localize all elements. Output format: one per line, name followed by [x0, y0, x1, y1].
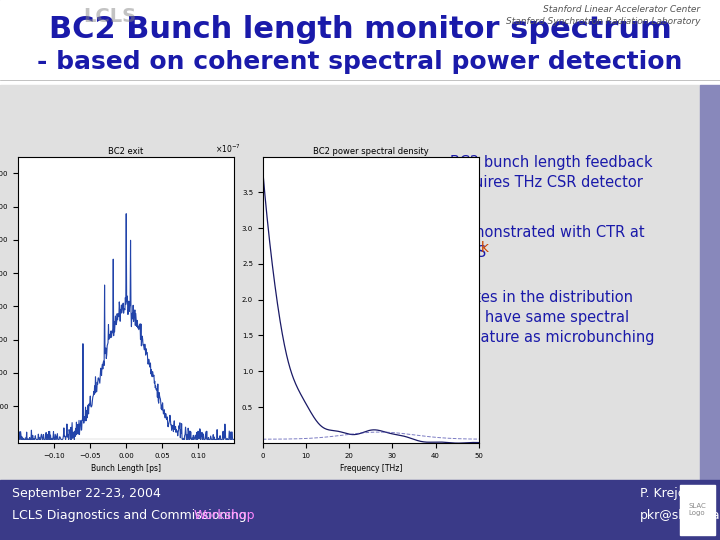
Text: Stanford Linear Accelerator Center: Stanford Linear Accelerator Center — [543, 5, 700, 15]
Text: BC2 bunch length feedback
requires THz CSR detector: BC2 bunch length feedback requires THz C… — [450, 155, 652, 190]
Bar — [0, 480, 720, 540]
X-axis label: Bunch Length [ps]: Bunch Length [ps] — [91, 464, 161, 473]
Text: 4 THz main peak: 4 THz main peak — [372, 241, 489, 255]
X-axis label: Frequency [THz]: Frequency [THz] — [340, 464, 402, 473]
Text: Spikes in the distribution
now have same spectral
signature as microbunching: Spikes in the distribution now have same… — [450, 290, 654, 345]
Bar — [680, 485, 715, 535]
Bar — [0, 85, 700, 480]
Text: Demonstrated with CTR at
SPPS: Demonstrated with CTR at SPPS — [450, 225, 644, 260]
Text: pkr@slac.stanford.edu: pkr@slac.stanford.edu — [640, 509, 720, 522]
Text: P. Krejcik: P. Krejcik — [640, 487, 696, 500]
Text: BC2 Bunch length monitor spectrum: BC2 Bunch length monitor spectrum — [49, 16, 671, 44]
Text: SLAC
Logo: SLAC Logo — [688, 503, 706, 516]
Text: LCLS: LCLS — [84, 6, 137, 25]
Bar — [0, 0, 720, 90]
Text: LCLS Diagnostics and Commissioning: LCLS Diagnostics and Commissioning — [12, 509, 251, 522]
Text: September 22-23, 2004: September 22-23, 2004 — [12, 487, 161, 500]
Title: BC2 power spectral density: BC2 power spectral density — [313, 147, 428, 156]
Text: Workshop: Workshop — [194, 509, 256, 522]
Bar — [700, 85, 720, 480]
Title: BC2 exit: BC2 exit — [109, 147, 143, 156]
Text: Stanford Synchrotron Radiation Laboratory: Stanford Synchrotron Radiation Laborator… — [505, 17, 700, 26]
Text: $\times10^{-7}$: $\times10^{-7}$ — [215, 142, 241, 154]
Text: - based on coherent spectral power detection: - based on coherent spectral power detec… — [37, 50, 683, 74]
